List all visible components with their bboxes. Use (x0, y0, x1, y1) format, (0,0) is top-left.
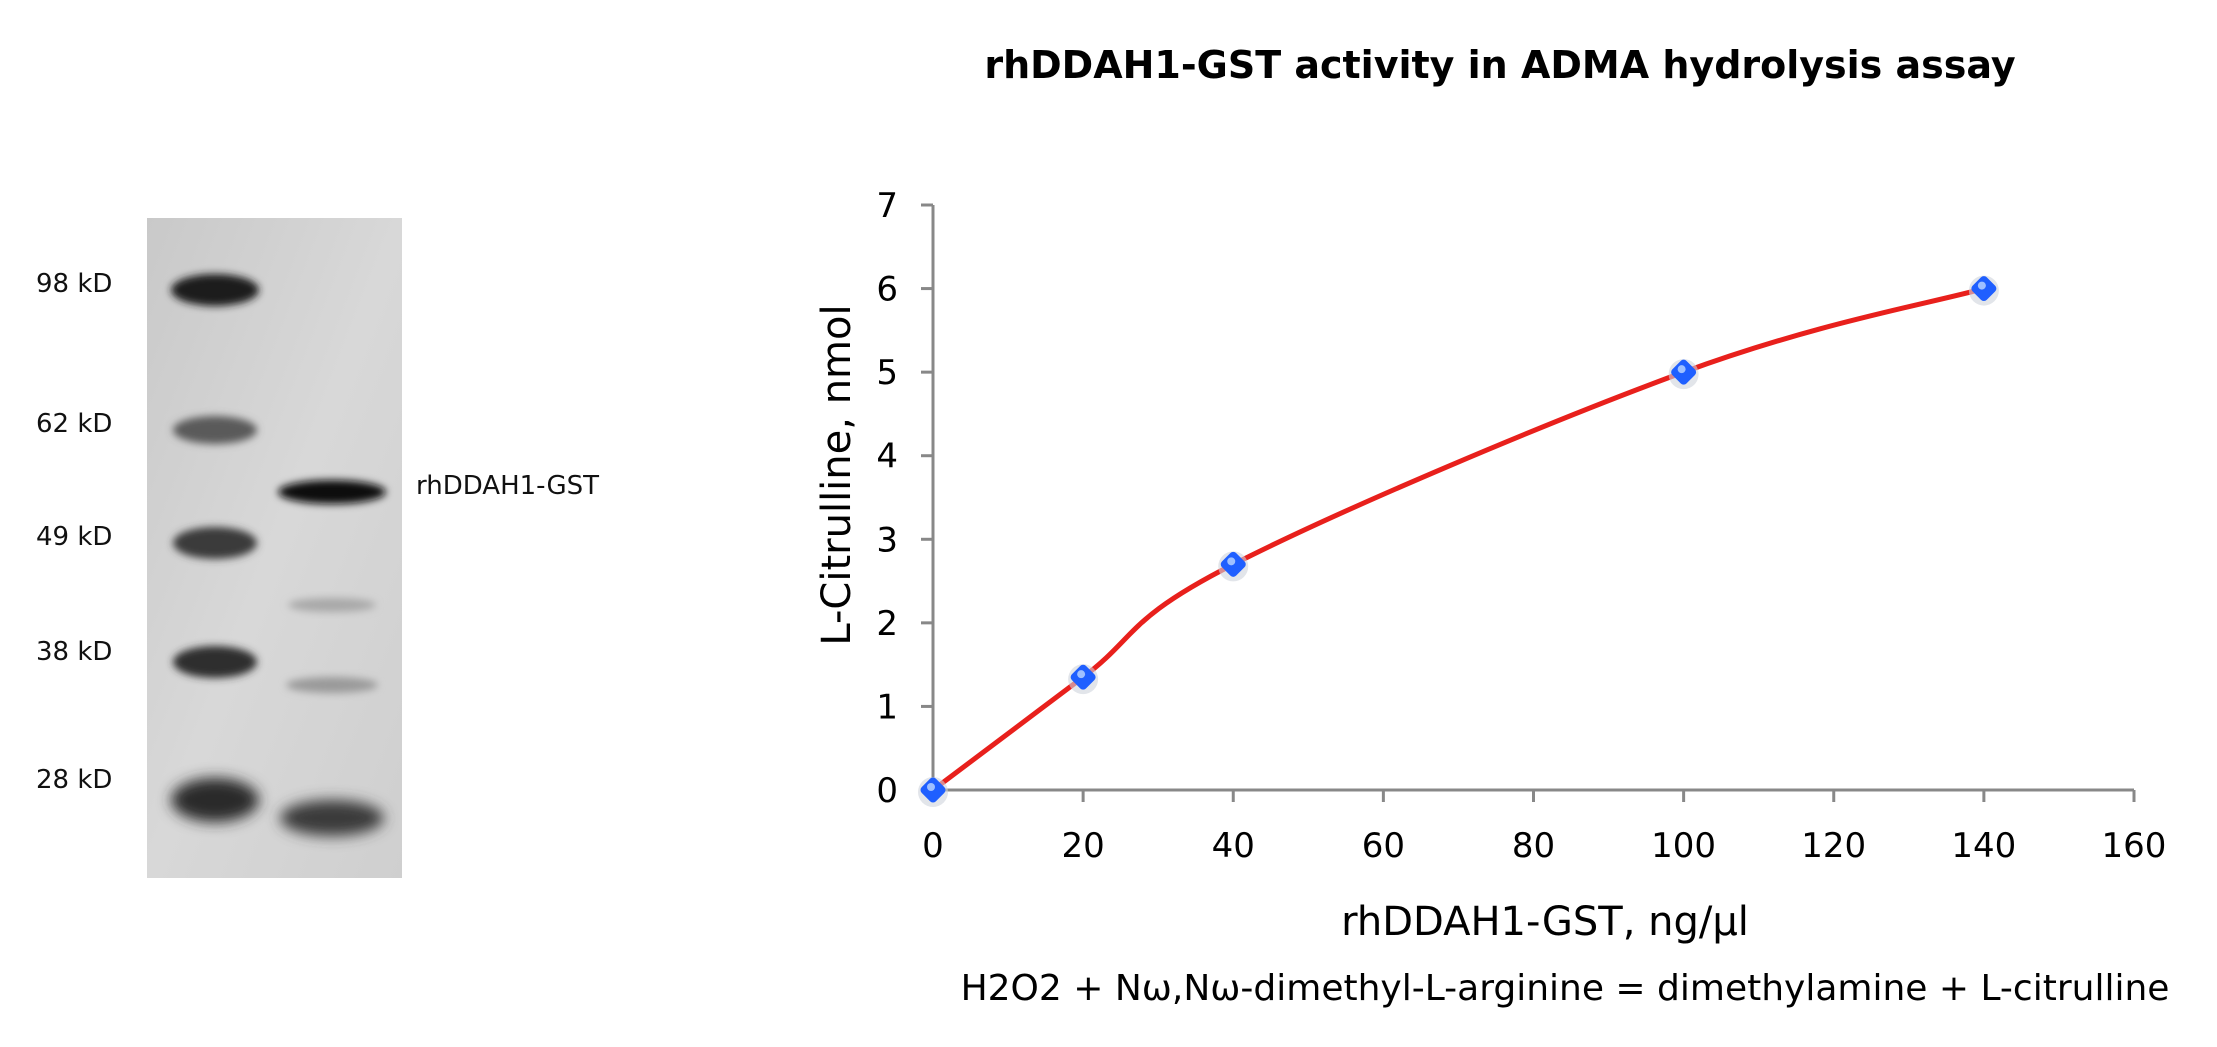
chart-title: rhDDAH1-GST activity in ADMA hydrolysis … (984, 43, 2016, 87)
marker-band-28 (171, 778, 259, 822)
sample-band-main (278, 480, 386, 504)
y-tick-label: 4 (876, 437, 898, 477)
x-tick-label: 120 (1801, 826, 1866, 866)
reaction-equation: H2O2 + Nω,Nω-dimethyl-L-arginine = dimet… (961, 968, 2170, 1009)
y-tick-label: 7 (876, 186, 898, 226)
x-tick-label: 0 (922, 826, 944, 866)
x-tick-label: 40 (1212, 826, 1255, 866)
marker-band-98 (171, 274, 259, 306)
sample-band-faint-2 (286, 677, 378, 693)
y-axis-label: L-Citrulline, nmol (814, 304, 860, 645)
data-point-highlight (1077, 670, 1086, 679)
gel-panel: 98 kD 62 kD 49 kD 38 kD 28 kD rhDDAH1-GS… (36, 218, 599, 878)
x-tick-label: 160 (2102, 826, 2167, 866)
y-tick-label: 0 (876, 771, 898, 811)
data-point-highlight (927, 783, 935, 791)
data-points (918, 275, 1999, 807)
y-tick-labels: 0 1 2 3 4 5 6 7 (876, 186, 898, 811)
y-tick-label: 2 (876, 604, 898, 644)
data-point-highlight (1677, 365, 1686, 374)
data-point-highlight (1977, 281, 1986, 290)
x-tick-label: 80 (1512, 826, 1555, 866)
y-tick-label: 3 (876, 520, 898, 560)
sample-band-faint-1 (288, 598, 376, 612)
marker-lane (171, 274, 259, 822)
series-line (931, 286, 1985, 792)
marker-label-98: 98 kD (36, 269, 112, 299)
x-axis-label: rhDDAH1-GST, ng/µl (1341, 899, 1749, 945)
marker-label-62: 62 kD (36, 409, 112, 439)
y-tick-label: 1 (876, 687, 898, 727)
marker-label-28: 28 kD (36, 765, 112, 795)
x-tick-label: 140 (1951, 826, 2016, 866)
sample-lane (278, 480, 386, 836)
data-point-highlight (1227, 557, 1236, 566)
x-tick-label: 100 (1651, 826, 1716, 866)
y-tick-label: 6 (876, 270, 898, 310)
x-tick-labels: 0 20 40 60 80 100 120 140 160 (922, 826, 2166, 866)
sample-band-bottom (280, 800, 384, 836)
marker-band-38 (173, 646, 257, 678)
y-tick-label: 5 (876, 353, 898, 393)
marker-label-38: 38 kD (36, 637, 112, 667)
band-label: rhDDAH1-GST (416, 471, 599, 501)
x-tick-label: 20 (1061, 826, 1104, 866)
marker-label-49: 49 kD (36, 522, 112, 552)
marker-band-62 (173, 416, 257, 444)
marker-band-49 (173, 527, 257, 559)
x-tick-label: 60 (1362, 826, 1405, 866)
